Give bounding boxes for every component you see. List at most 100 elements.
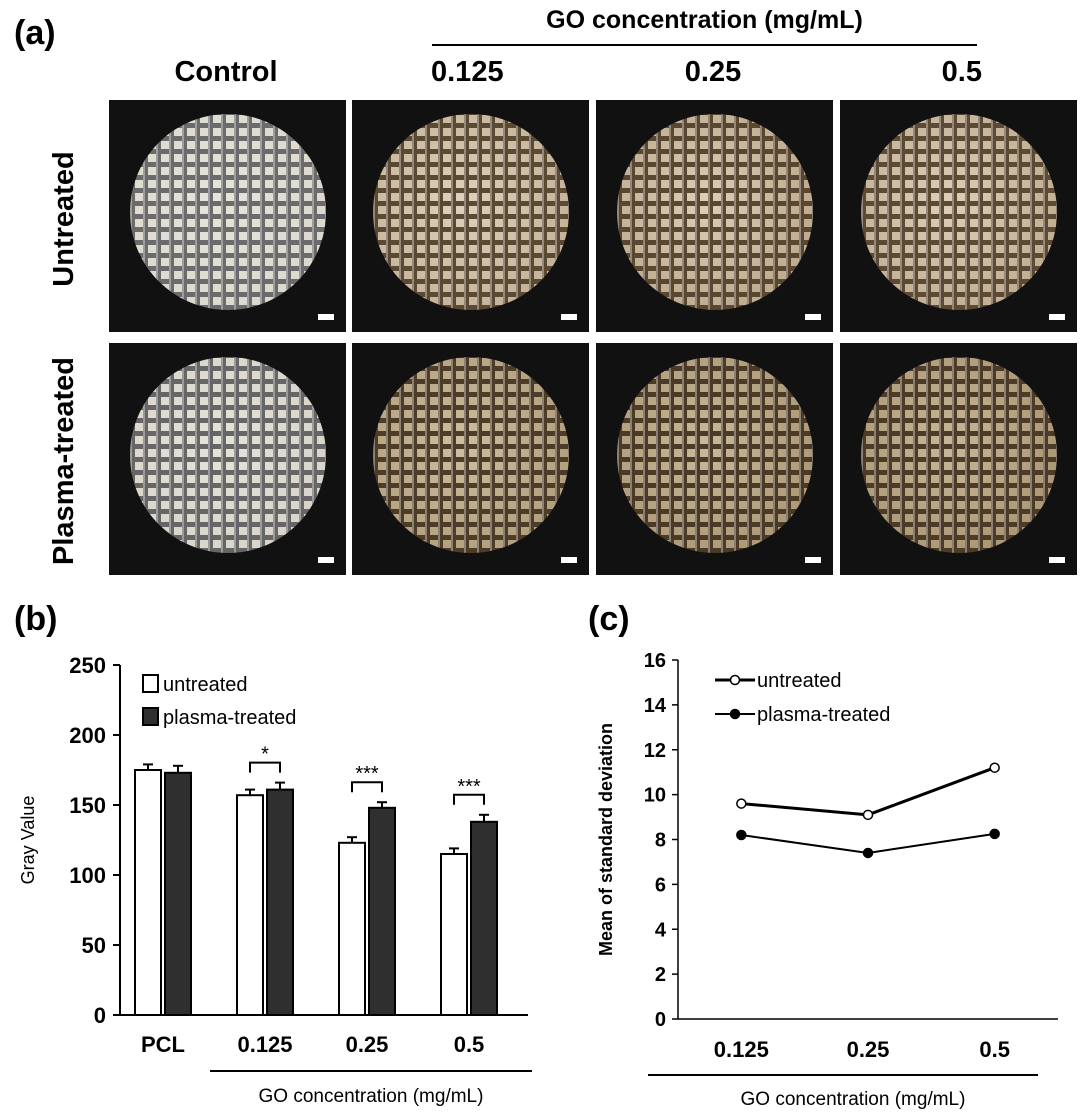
column-header-control: Control <box>174 56 278 88</box>
column-header-05: 0.5 <box>941 56 982 88</box>
y-tick-label: 6 <box>655 874 666 896</box>
legend-label-plasma-treated: plasma-treated <box>757 704 890 726</box>
bar-untreated <box>440 853 468 1016</box>
y-tick-label: 50 <box>82 933 106 958</box>
go-concentration-header: GO concentration (mg/mL) <box>546 6 863 34</box>
y-tick-label: 250 <box>69 653 106 678</box>
scaffold-disc <box>372 114 569 310</box>
point-untreated <box>989 762 1000 773</box>
photo-plasma-025 <box>596 343 833 575</box>
point-plasma-treated <box>989 828 1000 840</box>
x-tick-label: 0.5 <box>454 1032 485 1057</box>
x-axis-label: GO concentration (mg/mL) <box>259 1086 484 1107</box>
scaffold-fibers <box>860 357 1057 553</box>
bar-plasma-treated <box>266 788 294 1016</box>
point-plasma-treated <box>736 829 747 841</box>
y-tick-label: 0 <box>94 1003 106 1028</box>
photo-plasma-control <box>109 343 346 575</box>
bar-plasma-treated <box>368 806 396 1016</box>
scaffold-fibers <box>860 114 1057 310</box>
photo-untreated-control <box>109 100 346 332</box>
legend-swatch-plasma-treated <box>142 707 159 726</box>
scale-bar <box>561 557 577 563</box>
column-header-0125: 0.125 <box>431 56 504 88</box>
y-tick-label: 200 <box>69 723 106 748</box>
row-label-untreated: Untreated <box>48 151 80 287</box>
y-tick-label: 14 <box>644 695 667 717</box>
significance-bracket <box>249 761 281 773</box>
gray-value-bar-chart: 0 50 100 150 200 250 Gray Value PCL 0.125 * 0.25 **… <box>18 653 532 1107</box>
bar-plasma-treated <box>164 771 192 1016</box>
legend-swatch-untreated <box>142 674 159 693</box>
y-axis-label: Mean of standard deviation <box>596 723 616 956</box>
scaffold-disc <box>860 357 1057 553</box>
y-tick-label: 12 <box>644 740 666 762</box>
scaffold-disc <box>129 357 326 553</box>
significance-marker: *** <box>355 763 379 785</box>
y-axis-label: Gray Value <box>18 796 38 885</box>
panel-c-label: (c) <box>588 600 630 638</box>
photo-plasma-05 <box>840 343 1077 575</box>
scaffold-fibers <box>372 357 569 553</box>
bar-untreated <box>134 769 162 1016</box>
panel-b-label: (b) <box>14 600 58 638</box>
x-tick-label: 0.25 <box>346 1032 389 1057</box>
photo-untreated-0125 <box>352 100 589 332</box>
x-tick-label: PCL <box>141 1032 185 1057</box>
y-tick-label: 4 <box>655 919 667 941</box>
significance-bracket <box>351 781 383 793</box>
legend-marker-plasma-treated <box>729 708 741 720</box>
x-tick-label: 0.5 <box>979 1037 1010 1062</box>
row-label-plasma-treated: Plasma-treated <box>48 357 80 565</box>
y-tick-label: 8 <box>655 830 666 852</box>
y-tick-label: 16 <box>644 650 666 672</box>
photo-plasma-0125 <box>352 343 589 575</box>
legend-label-untreated: untreated <box>757 670 842 692</box>
y-tick-label: 0 <box>655 1009 666 1031</box>
point-untreated <box>736 798 747 809</box>
go-header-underline <box>432 44 977 46</box>
scaffold-fibers <box>129 114 326 310</box>
scaffold-disc <box>616 357 813 553</box>
panel-a-label: (a) <box>14 14 56 52</box>
bar-untreated <box>338 841 366 1016</box>
scaffold-disc <box>616 114 813 310</box>
column-header-025: 0.25 <box>684 56 742 88</box>
scale-bar <box>1049 314 1065 320</box>
scaffold-fibers <box>129 357 326 553</box>
significance-marker: *** <box>457 776 481 798</box>
std-deviation-line-chart: 0 2 4 6 8 10 12 14 16 Mean of standard deviation 0… <box>596 650 1058 1110</box>
legend-label-plasma-treated: plasma-treated <box>163 707 296 729</box>
legend-label-untreated: untreated <box>163 674 248 696</box>
scaffold-disc <box>372 357 569 553</box>
x-tick-label: 0.125 <box>714 1037 769 1062</box>
point-plasma-treated <box>862 847 874 859</box>
scale-bar <box>561 314 577 320</box>
y-tick-label: 100 <box>69 863 106 888</box>
significance-bracket <box>453 793 485 805</box>
x-axis-label: GO concentration (mg/mL) <box>741 1089 966 1110</box>
y-tick-label: 10 <box>644 785 666 807</box>
significance-marker: * <box>261 744 269 766</box>
line-untreated <box>741 766 996 817</box>
x-tick-label: 0.25 <box>847 1037 890 1062</box>
bar-plasma-treated <box>470 820 498 1016</box>
legend-marker-untreated <box>729 674 741 686</box>
scale-bar <box>805 314 821 320</box>
scale-bar <box>318 314 334 320</box>
scaffold-fibers <box>616 114 813 310</box>
y-tick-label: 150 <box>69 793 106 818</box>
scale-bar <box>805 557 821 563</box>
scaffold-disc <box>129 114 326 310</box>
scale-bar <box>1049 557 1065 563</box>
photo-untreated-05 <box>840 100 1077 332</box>
point-untreated <box>862 809 874 821</box>
scaffold-fibers <box>372 114 569 310</box>
scaffold-fibers <box>616 357 813 553</box>
bar-untreated <box>236 794 264 1016</box>
scaffold-disc <box>860 114 1057 310</box>
x-tick-label: 0.125 <box>237 1032 292 1057</box>
y-tick-label: 2 <box>655 964 666 986</box>
photo-untreated-025 <box>596 100 833 332</box>
scale-bar <box>318 557 334 563</box>
